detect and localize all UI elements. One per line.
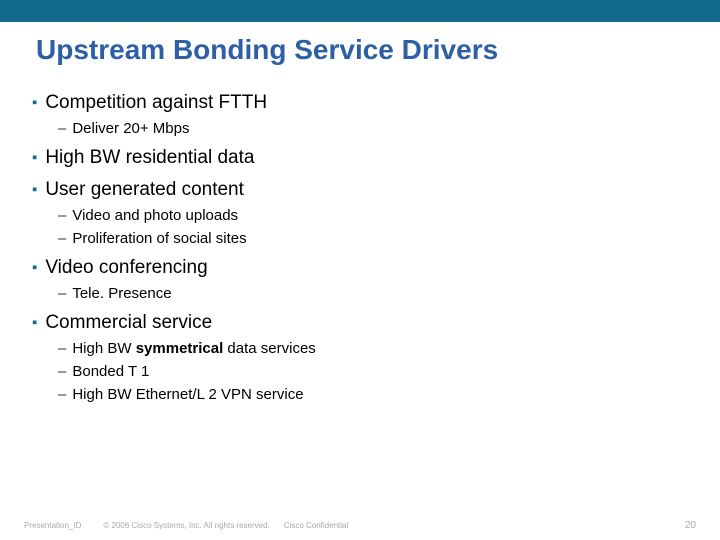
- bullet-level2: – High BW symmetrical data services: [58, 340, 688, 357]
- square-bullet-icon: ▪: [32, 92, 37, 114]
- copyright-text: © 2006 Cisco Systems, Inc. All rights re…: [103, 521, 269, 530]
- bullet-level2: – Proliferation of social sites: [58, 230, 688, 247]
- bullet-level2: – Tele. Presence: [58, 285, 688, 302]
- slide-title: Upstream Bonding Service Drivers: [36, 34, 498, 66]
- bullet-text: Video conferencing: [45, 257, 207, 279]
- bullet-level1: ▪ High BW residential data: [32, 147, 688, 169]
- square-bullet-icon: ▪: [32, 147, 37, 169]
- square-bullet-icon: ▪: [32, 257, 37, 279]
- content-area: ▪ Competition against FTTH – Deliver 20+…: [32, 82, 688, 403]
- slide: Upstream Bonding Service Drivers ▪ Compe…: [0, 0, 720, 540]
- bullet-level2: – Video and photo uploads: [58, 207, 688, 224]
- bullet-level2: – High BW Ethernet/L 2 VPN service: [58, 386, 688, 403]
- footer: Presentation_ID © 2006 Cisco Systems, In…: [24, 521, 696, 530]
- dash-bullet-icon: –: [58, 230, 66, 247]
- bullet-text: Bonded T 1: [72, 363, 149, 380]
- dash-bullet-icon: –: [58, 285, 66, 302]
- bullet-text: Competition against FTTH: [45, 92, 267, 114]
- bullet-level1: ▪ Commercial service: [32, 312, 688, 334]
- square-bullet-icon: ▪: [32, 312, 37, 334]
- bullet-level2: – Bonded T 1: [58, 363, 688, 380]
- top-bar: [0, 0, 720, 22]
- bullet-level1: ▪ Video conferencing: [32, 257, 688, 279]
- bullet-level2: – Deliver 20+ Mbps: [58, 120, 688, 137]
- square-bullet-icon: ▪: [32, 179, 37, 201]
- page-number: 20: [685, 520, 696, 531]
- presentation-id: Presentation_ID: [24, 521, 81, 530]
- bullet-level1: ▪ User generated content: [32, 179, 688, 201]
- bullet-text: Deliver 20+ Mbps: [72, 120, 189, 137]
- confidential-text: Cisco Confidential: [284, 521, 348, 530]
- bullet-text: Tele. Presence: [72, 285, 171, 302]
- bullet-text: Commercial service: [45, 312, 212, 334]
- bullet-text: High BW symmetrical data services: [72, 340, 315, 357]
- bullet-text: High BW residential data: [45, 147, 254, 169]
- dash-bullet-icon: –: [58, 207, 66, 224]
- bullet-level1: ▪ Competition against FTTH: [32, 92, 688, 114]
- bullet-text: Video and photo uploads: [72, 207, 238, 224]
- bullet-text: High BW Ethernet/L 2 VPN service: [72, 386, 303, 403]
- dash-bullet-icon: –: [58, 340, 66, 357]
- bullet-text: User generated content: [45, 179, 244, 201]
- dash-bullet-icon: –: [58, 120, 66, 137]
- dash-bullet-icon: –: [58, 386, 66, 403]
- dash-bullet-icon: –: [58, 363, 66, 380]
- bullet-text: Proliferation of social sites: [72, 230, 246, 247]
